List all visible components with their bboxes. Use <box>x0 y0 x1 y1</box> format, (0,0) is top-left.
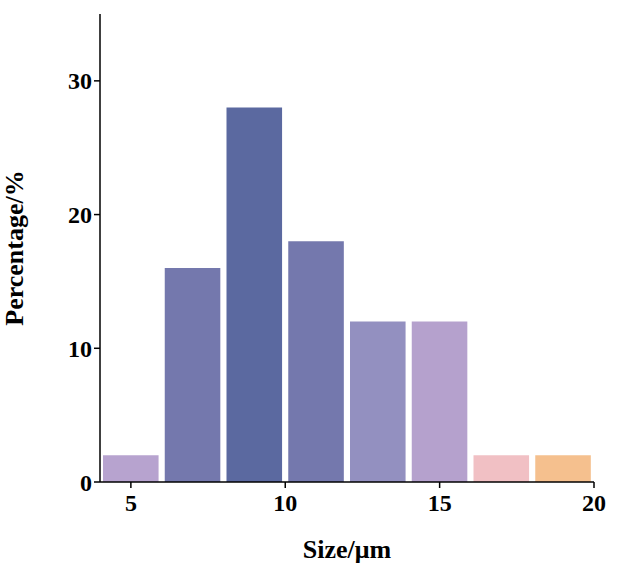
svg-text:15: 15 <box>428 490 452 516</box>
svg-text:Percentage/%: Percentage/% <box>0 170 29 325</box>
svg-text:20: 20 <box>582 490 606 516</box>
svg-text:10: 10 <box>273 490 297 516</box>
svg-text:Size/μm: Size/μm <box>303 535 392 564</box>
svg-text:30: 30 <box>68 68 92 94</box>
svg-text:0: 0 <box>80 470 92 496</box>
svg-text:20: 20 <box>68 202 92 228</box>
svg-text:10: 10 <box>68 336 92 362</box>
svg-text:5: 5 <box>125 490 137 516</box>
